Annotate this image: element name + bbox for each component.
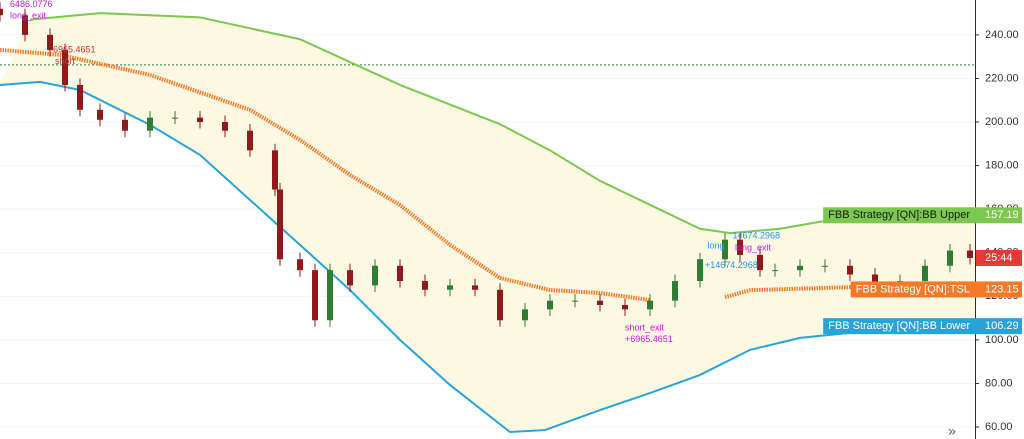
- signal-label: long_exit: [735, 242, 772, 252]
- scroll-button[interactable]: »: [948, 423, 956, 439]
- candle-body: [397, 265, 403, 282]
- signal-label: 6486.0776: [10, 0, 53, 9]
- candle-body: [967, 250, 973, 258]
- band-fill: [0, 13, 975, 433]
- candle-body: [122, 119, 128, 131]
- signal-label: short: [55, 56, 76, 66]
- countdown: 25:44: [985, 252, 1013, 264]
- legend-label: FBB Strategy [QN]:BB Upper: [828, 209, 970, 221]
- candle-body: [297, 259, 303, 271]
- candle-body: [947, 250, 953, 266]
- series-tag: FBB Strategy [QN]:BB Lower 106.29: [823, 318, 1022, 335]
- legend-label: FBB Strategy [QN]:TSL: [856, 283, 970, 295]
- tag-value: 106.29: [985, 320, 1019, 332]
- signal-label: +14674.2968: [705, 260, 758, 270]
- candle-body: [572, 300, 578, 302]
- candle-body: [197, 117, 203, 123]
- signal-label: -6965.4651: [50, 44, 96, 54]
- candle-body: [547, 300, 553, 310]
- candle-body: [797, 265, 803, 271]
- candle-body: [222, 122, 228, 131]
- candle-body: [247, 130, 253, 151]
- candle-body: [347, 270, 353, 286]
- candle-body: [47, 34, 53, 51]
- signal-label: long_exit: [10, 10, 47, 20]
- candle-body: [647, 300, 653, 310]
- candle-body: [447, 285, 453, 290]
- tag-value: 123.15: [985, 283, 1019, 295]
- candle-body: [272, 150, 278, 190]
- candle-body: [822, 265, 828, 267]
- y-tick-label: 240.00: [985, 29, 1019, 41]
- signal-label: long: [708, 241, 725, 251]
- candle-body: [472, 285, 478, 290]
- tag-background: [823, 207, 1022, 224]
- candle-body: [872, 274, 878, 286]
- y-tick-label: 80.00: [985, 377, 1013, 389]
- candle-body: [722, 239, 728, 260]
- candle-body: [277, 189, 283, 260]
- signal-label: 14674.2968: [733, 230, 781, 240]
- series-tag: FBB Strategy [QN]:BB Upper 157.19: [823, 207, 1022, 224]
- candle-body: [522, 309, 528, 321]
- candle-body: [62, 50, 68, 85]
- candle-body: [372, 265, 378, 286]
- candle-body: [497, 289, 503, 321]
- candle-body: [672, 281, 678, 301]
- y-tick-label: 200.00: [985, 116, 1019, 128]
- y-tick-label: 100.00: [985, 334, 1019, 346]
- candle-body: [922, 265, 928, 282]
- candle-body: [847, 265, 853, 275]
- candle-body: [622, 305, 628, 310]
- candle-body: [757, 254, 763, 271]
- series-line: [29, 12, 976, 235]
- y-tick-label: 60.00: [985, 421, 1013, 433]
- candle-body: [327, 270, 333, 321]
- legend-label: FBB Strategy [QN]:BB Lower: [828, 320, 970, 332]
- candle-body: [22, 15, 28, 35]
- y-tick-label: 220.00: [985, 72, 1019, 84]
- candle-body: [147, 117, 153, 131]
- candle-body: [312, 270, 318, 321]
- candle-body: [597, 300, 603, 306]
- candle-body: [97, 109, 103, 120]
- candle-body: [77, 84, 83, 110]
- y-tick-label: 180.00: [985, 159, 1019, 171]
- series-tag: FBB Strategy [QN]:TSL 123.15: [850, 281, 1022, 298]
- signal-label: short_exit: [625, 322, 665, 332]
- candle-body: [772, 270, 778, 272]
- candle-body: [0, 8, 3, 16]
- candle-body: [697, 259, 703, 282]
- tag-background: [850, 281, 1022, 298]
- candle-body: [737, 239, 743, 255]
- signal-label: +6965.4651: [625, 334, 673, 344]
- tag-value: 157.19: [985, 209, 1019, 221]
- candle-body: [422, 281, 428, 290]
- candle-body: [172, 117, 178, 119]
- price-tag: [976, 249, 1022, 266]
- tag-background: [823, 318, 1022, 335]
